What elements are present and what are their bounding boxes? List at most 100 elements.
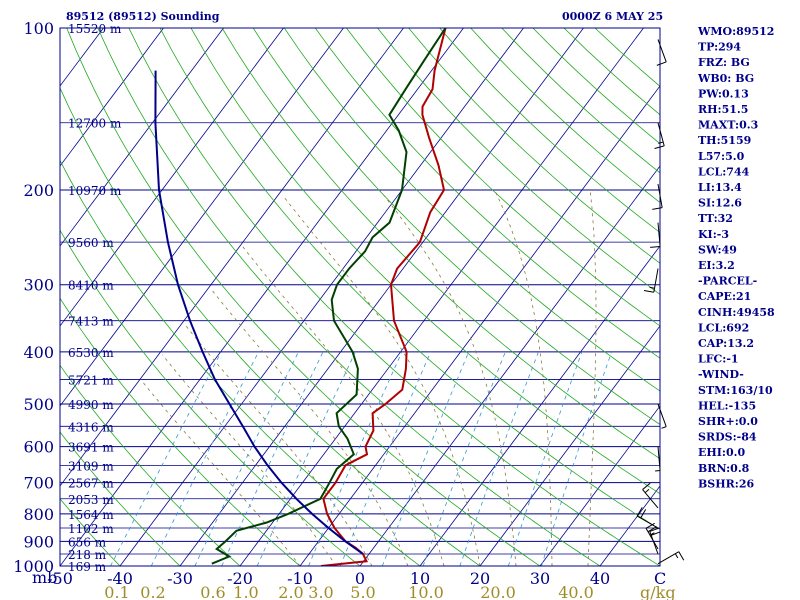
plot-background — [60, 28, 660, 566]
index-line: BSHR:26 — [698, 477, 754, 490]
mixing-ratio-line — [221, 351, 324, 566]
height-label: 3691 m — [68, 441, 114, 455]
pressure-label: 900 — [23, 532, 54, 551]
header-time: 0000Z 6 MAY 25 — [562, 10, 663, 23]
mixing-ratio-line — [541, 351, 612, 566]
height-label: 2053 m — [68, 493, 114, 507]
mixing-ratio-line — [150, 351, 259, 566]
mixing-ratio-label: 0.6 — [200, 583, 225, 600]
wind-barb — [656, 39, 667, 66]
index-line: KI:-3 — [698, 228, 729, 241]
dry-adiabat — [314, 28, 660, 359]
dry-adiabat — [283, 28, 660, 392]
isotherm — [60, 28, 464, 566]
wind-barb — [657, 551, 685, 565]
index-line: LCL:744 — [698, 165, 750, 178]
temperature-label: -30 — [167, 569, 193, 588]
temperature-label: -40 — [107, 569, 133, 588]
index-line: CINH:49458 — [698, 306, 775, 319]
temperature-label: -50 — [47, 569, 73, 588]
isotherm — [60, 28, 404, 487]
height-label: 10970 m — [68, 184, 122, 198]
index-line: SRDS:-84 — [698, 431, 757, 444]
dry-adiabat — [60, 86, 481, 566]
height-label: 7413 m — [68, 315, 114, 329]
wind-barb — [655, 446, 661, 472]
height-label: 656 m — [68, 535, 107, 549]
pressure-label: 100 — [23, 19, 54, 38]
height-label: 4316 m — [68, 420, 114, 434]
barb-staff — [657, 222, 661, 247]
barb-flag — [656, 61, 667, 66]
index-line: EHI:0.0 — [698, 446, 745, 459]
mixing-ratio-line — [381, 351, 470, 566]
wind-barb — [636, 507, 659, 529]
barb-flag — [649, 527, 660, 532]
wind-barb — [654, 122, 665, 149]
mixing-ratio-label: 0.1 — [104, 583, 129, 600]
plot-frame — [59, 27, 661, 567]
mixing-ratio-label: 20.0 — [480, 583, 516, 600]
mixing-ratio-line — [256, 351, 356, 566]
index-line: WB0: BG — [697, 72, 754, 85]
isotherm — [179, 28, 584, 566]
isotherm — [60, 28, 284, 327]
isotherm — [119, 28, 524, 566]
moist-adiabat — [379, 189, 517, 566]
barb-flag — [647, 526, 657, 533]
temperature-label: 0 — [355, 569, 365, 588]
barb-flag — [650, 531, 661, 536]
dry-adiabat — [60, 364, 241, 566]
isotherm — [419, 245, 660, 566]
barb-staff — [657, 403, 667, 427]
dry-adiabat — [97, 28, 601, 566]
index-line: TT:32 — [698, 212, 733, 225]
height-label: 2567 m — [68, 477, 114, 491]
wind-barb — [649, 527, 661, 555]
barb-half-flag — [644, 489, 650, 494]
parcel-trace — [154, 70, 364, 555]
x-axis-unit: C — [654, 569, 666, 588]
y-axis-unit: mb — [32, 568, 57, 587]
pressure-label: 500 — [23, 395, 54, 414]
mixing-ratio-line — [507, 351, 583, 566]
height-label: 5721 m — [68, 373, 114, 387]
height-label: 4990 m — [68, 398, 114, 412]
temperature-label: 40 — [590, 569, 610, 588]
isotherm — [239, 28, 644, 566]
barb-staff — [657, 122, 665, 147]
dry-adiabat — [346, 28, 660, 327]
mixing-ratio-line — [110, 351, 222, 566]
wind-barb — [650, 222, 661, 248]
wind-barb — [652, 183, 663, 210]
barb-half-flag — [658, 141, 664, 144]
mixing-ratio-line — [194, 351, 299, 566]
dry-adiabat — [377, 28, 660, 295]
index-line: STM:163/10 — [698, 384, 773, 397]
mixing-ratio-line — [459, 351, 539, 566]
moist-adiabat — [587, 189, 597, 566]
index-line: SHR+:0.0 — [698, 415, 758, 428]
dry-adiabat — [66, 28, 541, 566]
barb-flag — [636, 507, 643, 517]
isotherm — [299, 85, 660, 566]
barb-flag — [640, 509, 647, 519]
mixing-ratio-label: 5.0 — [350, 583, 375, 600]
index-line: WMO:89512 — [697, 25, 774, 38]
dry-adiabat — [60, 297, 301, 566]
temperature-label: 10 — [410, 569, 430, 588]
isotherm — [60, 28, 344, 407]
barb-flag — [650, 246, 661, 248]
moist-adiabat — [210, 288, 409, 566]
temperature-label: -10 — [287, 569, 313, 588]
header-station: 89512 (89512) Sounding — [66, 10, 220, 23]
index-line: CAP:13.2 — [698, 337, 754, 350]
wind-barb — [643, 268, 659, 293]
barb-flag — [643, 289, 654, 293]
dry-adiabat — [128, 28, 660, 566]
moist-adiabat — [242, 246, 445, 566]
mixing-ratio-line — [339, 351, 432, 566]
index-line: -WIND- — [698, 368, 744, 381]
height-label: 9560 m — [68, 236, 114, 250]
traces — [154, 28, 447, 566]
